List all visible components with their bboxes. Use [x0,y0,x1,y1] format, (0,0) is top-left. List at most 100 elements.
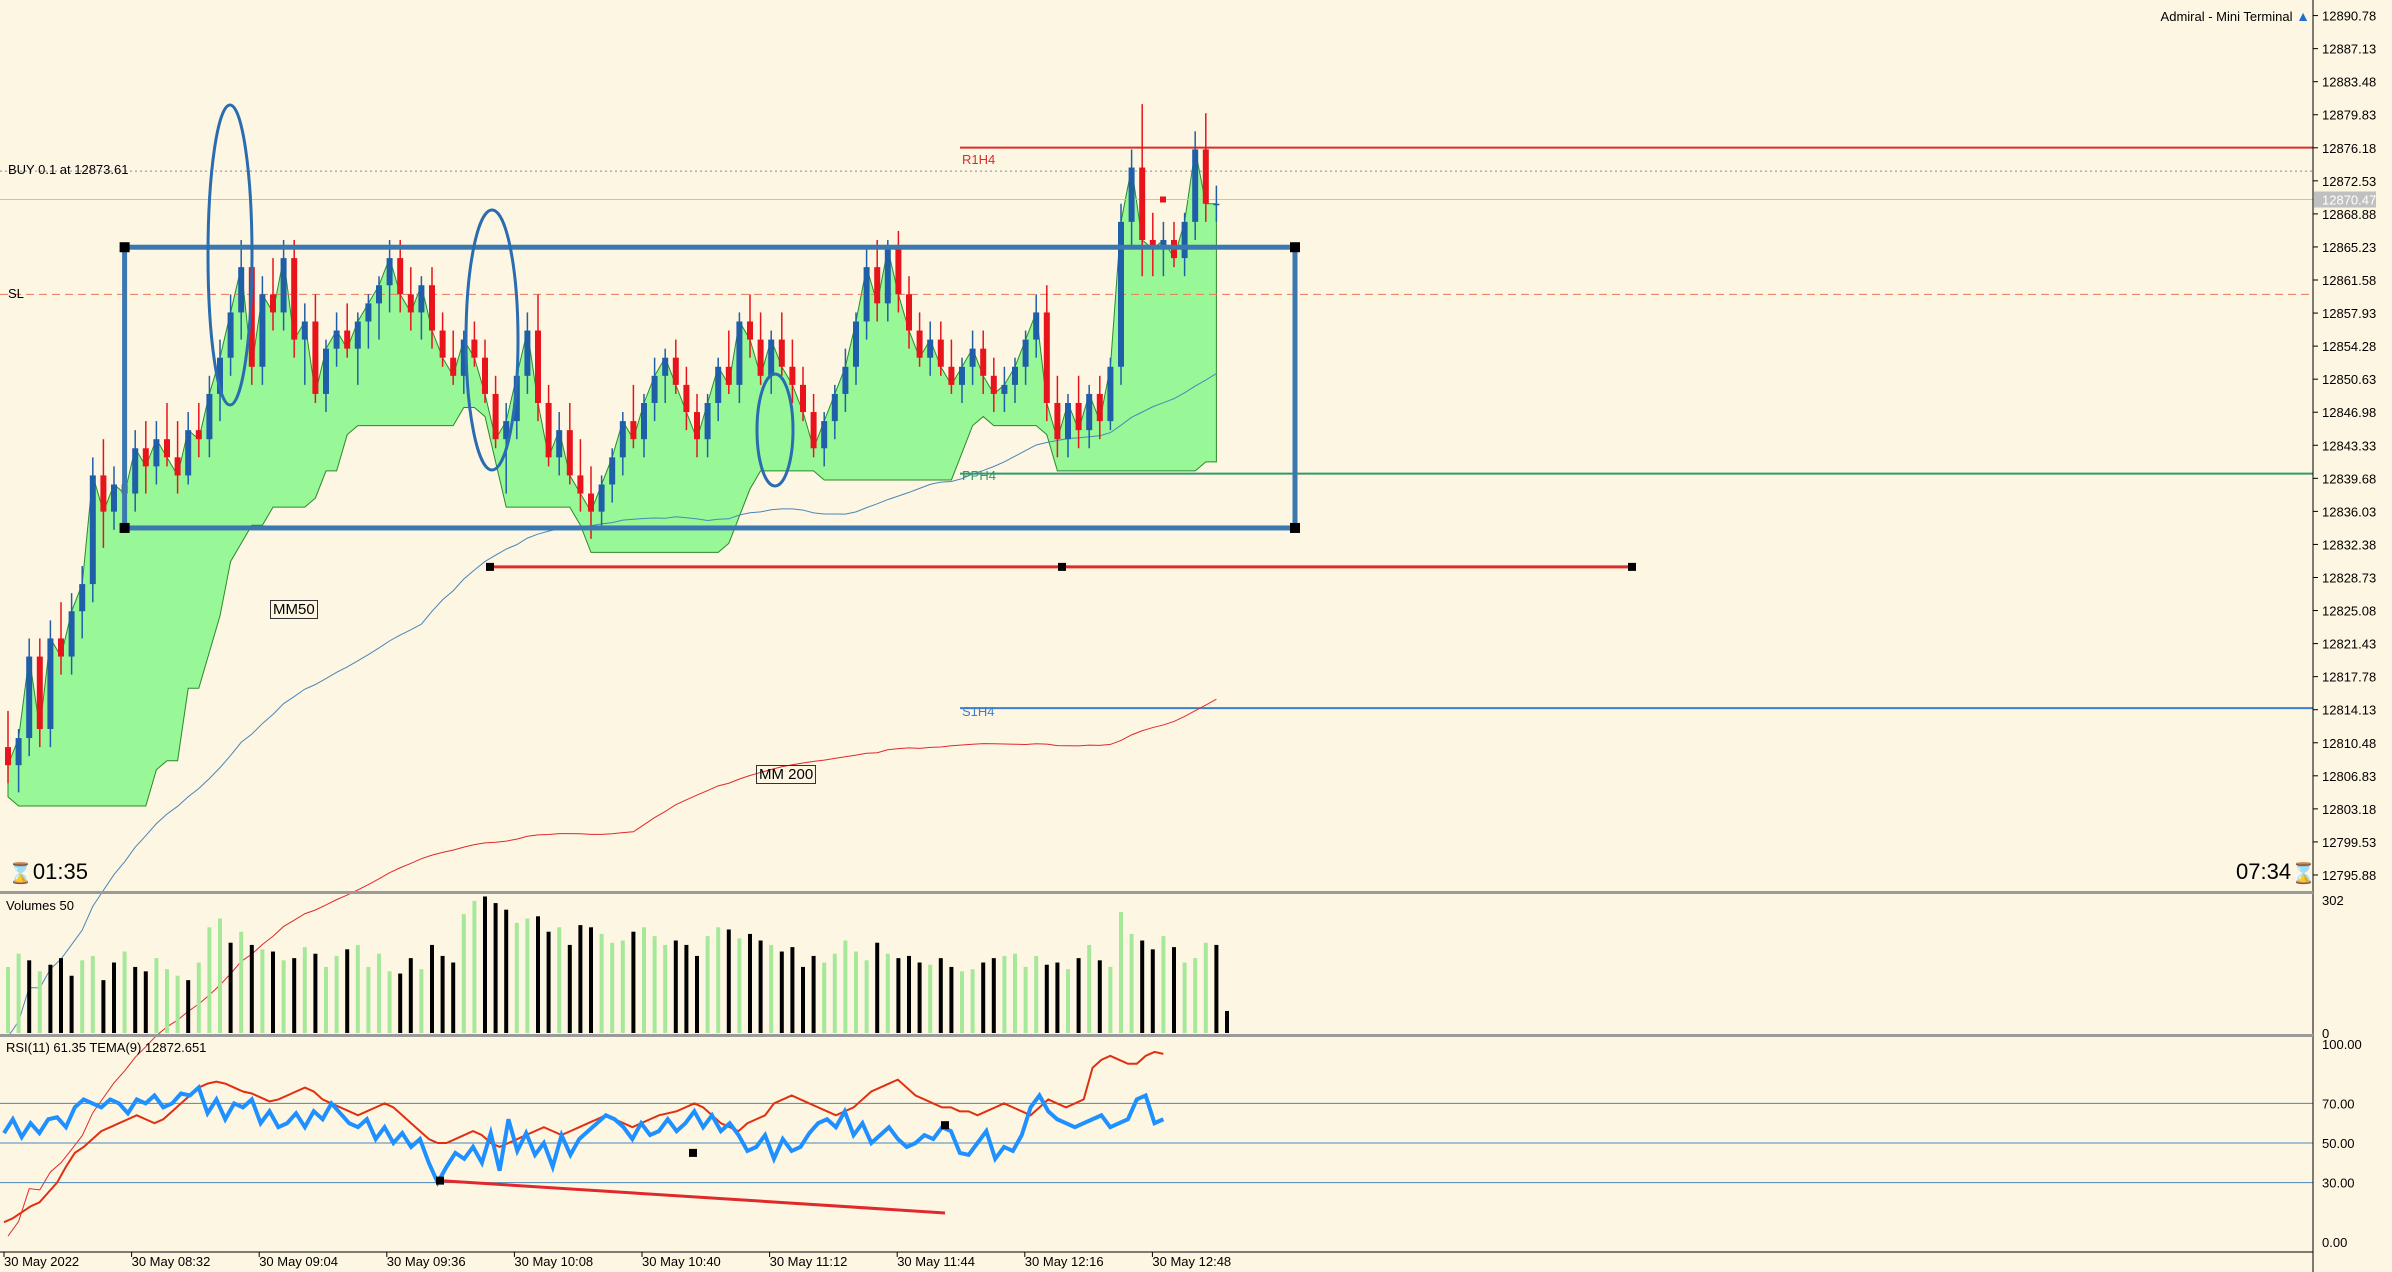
candle-body [376,285,382,304]
candle-body [694,412,700,440]
candle-body [778,339,785,367]
volume-bar [112,962,116,1033]
volume-bar [684,944,689,1033]
candle-body [47,638,54,729]
rsi-tick-label: 70.00 [2322,1096,2355,1111]
volume-bar [779,951,784,1033]
volume-bar [514,922,519,1033]
time-tick-label: 30 May 10:08 [514,1254,593,1269]
price-panel[interactable] [0,103,2313,1237]
volume-bar [578,925,583,1033]
volume-bar [949,966,954,1033]
time-tick-label: 30 May 11:12 [770,1254,848,1269]
mm50-label[interactable]: MM50 [270,600,318,619]
volume-bar [589,927,593,1033]
graduation-cap-icon[interactable]: ▲ [2296,8,2310,24]
candle-body [588,493,594,512]
candle-body [407,294,414,313]
volume-bar [610,942,615,1033]
rsi-title: RSI(11) 61.35 TEMA(9) 12872.651 [6,1040,207,1055]
volume-bar [461,914,466,1033]
terminal-title[interactable]: Admiral - Mini Terminal ▲ [2161,8,2310,24]
candle-body [439,330,446,358]
volume-bar [1087,944,1092,1033]
volume-bar [1119,911,1123,1033]
candle-body [1213,203,1220,206]
candle-body [556,430,563,458]
volume-bar [790,947,795,1033]
volume-bar [546,931,551,1033]
candle-body [195,430,202,440]
volume-bar [281,960,286,1033]
rsi-panel: 100.00 70.00 50.00 30.00 0.00 [0,1037,2362,1250]
candle-body [1043,312,1050,403]
price-tick-label: 12799.53 [2322,835,2376,850]
price-tick-label: 12810.48 [2322,736,2376,751]
candle-body [217,357,223,394]
volume-bar [631,931,636,1033]
volume-bar [80,960,85,1033]
rsi-tick-label: 50.00 [2322,1136,2355,1151]
volume-bar [695,955,699,1033]
volume-bar [228,942,233,1033]
volume-bar [981,962,986,1033]
candle-body [969,348,976,367]
volume-bar [599,933,604,1033]
price-tick-label: 12868.88 [2322,207,2376,222]
candle-body [36,656,43,729]
volume-bar [302,947,307,1033]
price-tick-label: 12836.03 [2322,504,2376,519]
candle-body [58,638,64,657]
candle-body [725,366,732,385]
price-tick-label: 12832.38 [2322,537,2376,552]
volumes-title: Volumes 50 [6,898,74,913]
rsi-tick-label: 0.00 [2322,1235,2347,1250]
left-timer-text: 01:35 [32,859,88,884]
rectangle-handle [119,522,130,533]
volume-bar [440,955,445,1033]
candle-body [1128,167,1135,222]
volume-bar [1129,933,1134,1033]
rsi-tick-label: 30.00 [2322,1176,2355,1191]
time-tick-label: 30 May 08:32 [132,1254,211,1269]
candle-body [842,366,849,394]
candle-body [259,294,266,367]
price-tick-label: 12879.83 [2322,108,2376,123]
volume-bar [355,944,360,1033]
candle-body [927,339,934,358]
candle-body [365,303,372,322]
candle-body [206,393,213,440]
rectangle-handle [1290,522,1300,533]
candle-body [333,330,340,349]
trendline-handle [1628,562,1636,571]
candle-body [185,430,192,476]
candle-body [937,339,944,367]
volume-bar [398,973,403,1033]
price-tick-label: 12843.33 [2322,438,2376,453]
mm50-line [7,373,1217,1038]
volume-bar [1172,947,1176,1033]
candle-body [482,357,488,394]
candle-body [577,475,584,494]
mm200-label[interactable]: MM 200 [756,765,817,784]
volume-bar [557,927,562,1033]
volume-panel: 302 0 [6,893,2344,1041]
volume-bar [843,940,848,1033]
time-tick-label: 30 May 12:16 [1025,1254,1104,1269]
candle-body [980,348,987,376]
volume-bar [16,953,21,1033]
rsi-trendline-handle [941,1121,949,1130]
volume-bar [493,903,498,1033]
candle-body [768,339,775,376]
candle-body [323,348,329,394]
volume-bar [928,964,933,1033]
volume-bar [758,940,763,1033]
candle-body [164,439,170,458]
price-tick-label: 12821.43 [2322,637,2376,652]
candle-body [1033,312,1040,340]
highlight-ellipse [464,208,520,472]
price-tick-label: 12854.28 [2322,339,2376,354]
candle-body [704,402,711,440]
candle-body [535,330,541,403]
